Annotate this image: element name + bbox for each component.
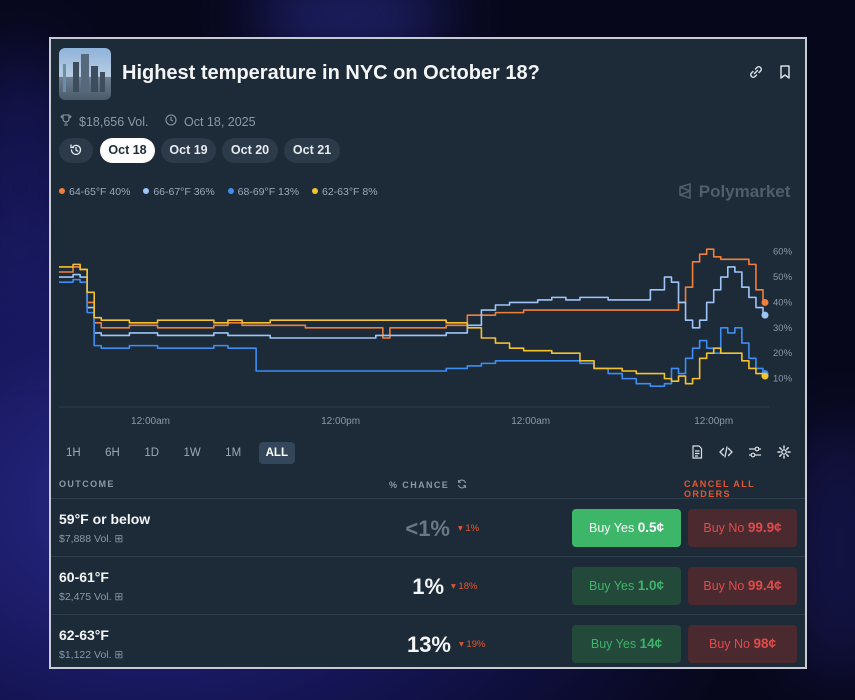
tab-oct-20[interactable]: Oct 20: [222, 138, 278, 163]
chance-change: ▾ 18%: [451, 581, 478, 592]
legend-item: 66-67°F 36%: [143, 186, 215, 198]
outcome-volume: $1,122 Vol. ⊞: [59, 649, 124, 661]
y-tick-label: 30%: [773, 323, 793, 334]
series-endpoint: [761, 311, 769, 319]
tab-oct-19[interactable]: Oct 19: [161, 138, 216, 163]
divider: [51, 614, 805, 615]
embed-code-icon[interactable]: [718, 445, 734, 461]
volume-meta: $18,656 Vol.: [59, 114, 149, 129]
divider: [51, 556, 805, 557]
range-1d[interactable]: 1D: [144, 447, 160, 459]
y-tick-label: 20%: [773, 348, 793, 359]
gift-icon: ⊞: [114, 649, 124, 661]
date-meta: Oct 18, 2025: [164, 114, 256, 129]
settings-gear-icon[interactable]: [776, 445, 792, 461]
history-button[interactable]: [59, 138, 93, 163]
y-tick-label: 40%: [773, 297, 793, 308]
buy-yes-button[interactable]: Buy Yes 0.5¢: [572, 509, 681, 547]
outcome-chance: 13%: [406, 632, 451, 657]
range-6h[interactable]: 6H: [105, 447, 120, 459]
chance-change: ▾ 1%: [458, 523, 480, 534]
gift-icon: ⊞: [114, 533, 124, 545]
outcome-volume: $7,888 Vol. ⊞: [59, 533, 124, 545]
x-tick-label: 12:00am: [511, 416, 550, 427]
legend-item: 68-69°F 13%: [227, 186, 299, 198]
range-1w[interactable]: 1W: [183, 447, 201, 459]
series-line: [59, 266, 764, 339]
legend-dot: [227, 188, 234, 194]
buy-no-button[interactable]: Buy No 98¢: [688, 625, 797, 663]
chance-change: ▾ 19%: [459, 639, 486, 650]
y-tick-label: 10%: [773, 374, 793, 385]
cancel-all-orders-button[interactable]: CANCEL ALL ORDERS: [684, 479, 755, 499]
market-thumbnail: [59, 48, 111, 100]
outcome-header: OUTCOME: [59, 479, 115, 489]
tab-oct-21[interactable]: Oct 21: [284, 138, 340, 163]
document-icon[interactable]: [689, 445, 705, 461]
range-1m[interactable]: 1M: [225, 447, 242, 459]
outcome-name: 59°F or below: [59, 511, 151, 527]
range-1h[interactable]: 1H: [66, 447, 81, 459]
legend-dot: [311, 188, 318, 194]
market-title: Highest temperature in NYC on October 18…: [122, 62, 540, 84]
outcome-name: 60-61°F: [59, 569, 109, 585]
bookmark-icon[interactable]: [777, 65, 793, 81]
trophy-icon: [59, 114, 73, 129]
chart-legend: 64-65°F 40% 66-67°F 36% 68-69°F 13% 62-6…: [59, 186, 388, 198]
gift-icon: ⊞: [114, 591, 124, 603]
outcome-volume: $2,475 Vol. ⊞: [59, 591, 124, 603]
buy-yes-button[interactable]: Buy Yes 1.0¢: [572, 567, 681, 605]
range-all[interactable]: ALL: [258, 442, 295, 464]
series-line: [59, 278, 764, 388]
end-date-text: Oct 18, 2025: [184, 115, 256, 129]
polymarket-watermark: Polymarket: [678, 182, 790, 202]
outcome-chance: 1%: [412, 574, 444, 599]
clock-icon: [164, 114, 178, 129]
x-tick-label: 12:00pm: [694, 416, 733, 427]
link-icon[interactable]: [748, 65, 764, 81]
series-line: [59, 263, 764, 385]
series-endpoint: [761, 372, 769, 380]
legend-dot: [59, 188, 65, 194]
x-tick-label: 12:00am: [131, 416, 170, 427]
divider: [51, 498, 805, 499]
chance-header: % CHANCE: [389, 479, 467, 490]
volume-text: $18,656 Vol.: [79, 115, 149, 129]
price-chart[interactable]: 60% 50% 40% 30% 20% 10% 12:00am 12:00pm 12:00am 1…: [51, 234, 807, 434]
buy-no-button[interactable]: Buy No 99.9¢: [688, 509, 797, 547]
tab-oct-18[interactable]: Oct 18: [100, 138, 155, 163]
sliders-icon[interactable]: [747, 445, 763, 461]
legend-dot: [143, 188, 150, 194]
legend-item: 64-65°F 40%: [59, 186, 130, 198]
series-line: [59, 248, 764, 339]
polymarket-logo-icon: [679, 183, 691, 199]
outcome-name: 62-63°F: [59, 627, 109, 643]
x-tick-label: 12:00pm: [321, 416, 360, 427]
history-icon: [70, 144, 82, 155]
buy-yes-button[interactable]: Buy Yes 14¢: [572, 625, 681, 663]
refresh-icon[interactable]: [457, 479, 467, 489]
buy-no-button[interactable]: Buy No 99.4¢: [688, 567, 797, 605]
legend-item: 62-63°F 8%: [311, 186, 378, 198]
outcome-chance: <1%: [405, 516, 450, 541]
market-card: Highest temperature in NYC on October 18…: [49, 37, 807, 669]
y-tick-label: 60%: [773, 247, 793, 258]
range-selector: 1H 6H 1D 1W 1M ALL: [59, 442, 301, 464]
series-endpoint: [761, 298, 769, 306]
y-tick-label: 50%: [773, 272, 793, 283]
